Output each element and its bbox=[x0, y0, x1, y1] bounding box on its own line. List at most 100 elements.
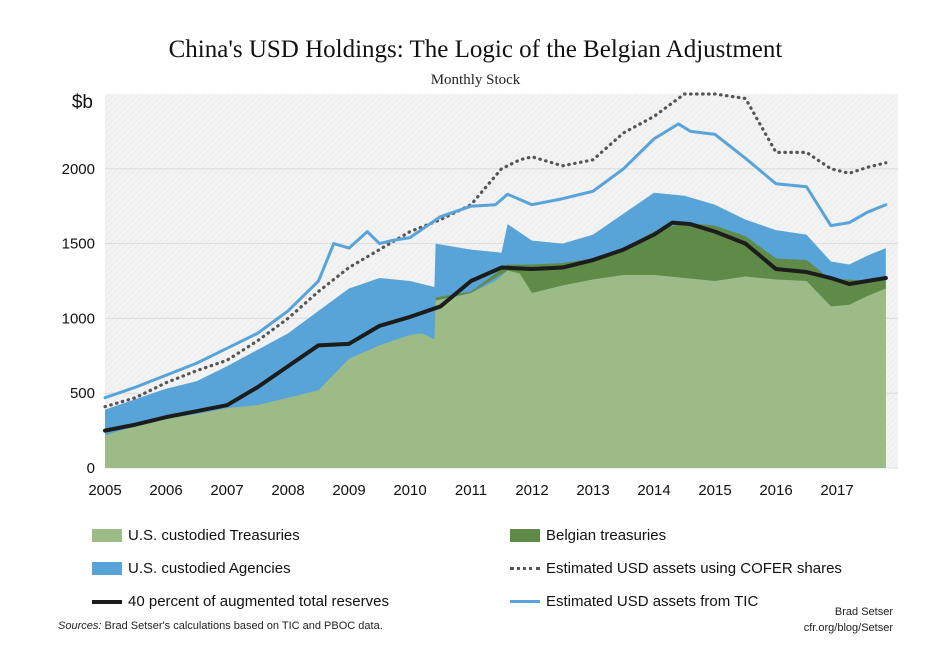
hatch-line bbox=[105, 94, 362, 351]
hatch-line bbox=[105, 94, 278, 267]
hatch-line bbox=[105, 94, 392, 381]
hatch-line bbox=[105, 94, 296, 285]
hatch-line bbox=[105, 94, 326, 315]
credit: Brad Setser cfr.org/blog/Setser bbox=[804, 604, 893, 636]
x-axis-ticks: 2005 2006 2007 2008 2009 2010 2011 2012 2013 2014… bbox=[88, 482, 853, 499]
legend-item-treasuries: U.S. custodied Treasuries bbox=[92, 527, 300, 544]
x-tick-label: 2014 bbox=[637, 482, 670, 499]
hatch-line bbox=[105, 94, 260, 249]
hatch-line bbox=[105, 94, 308, 297]
x-tick-label: 2011 bbox=[455, 482, 487, 499]
hatch-line bbox=[0, 94, 91, 468]
area-belgian bbox=[435, 222, 886, 307]
hatch-line bbox=[105, 94, 266, 255]
hatch-line bbox=[105, 94, 122, 111]
hatch-line bbox=[105, 94, 332, 321]
line-layer bbox=[103, 92, 888, 433]
x-tick-label: 2009 bbox=[332, 482, 365, 499]
hatch-line bbox=[826, 396, 898, 468]
hatch-line bbox=[105, 94, 338, 327]
x-tick-label: 2016 bbox=[759, 482, 792, 499]
hatch-line bbox=[105, 94, 374, 363]
legend-item-tic: Estimated USD assets from TIC bbox=[510, 593, 758, 610]
hatch-line bbox=[105, 94, 356, 345]
x-tick-label: 2012 bbox=[515, 482, 548, 499]
y-tick-label: 1500 bbox=[62, 236, 95, 253]
legend-label: Belgian treasuries bbox=[546, 527, 667, 544]
chart-subtitle: Monthly Stock bbox=[430, 72, 521, 88]
hatch-line bbox=[105, 94, 176, 165]
legend-label: U.S. custodied Treasuries bbox=[128, 527, 300, 544]
legend-item-cofer: Estimated USD assets using COFER shares bbox=[510, 560, 842, 577]
hatch-line bbox=[105, 94, 314, 303]
area-treasuries bbox=[105, 270, 886, 468]
y-tick-label: 500 bbox=[70, 385, 95, 402]
legend-swatch-agencies bbox=[92, 562, 122, 575]
x-tick-label: 2006 bbox=[149, 482, 182, 499]
hatch-line bbox=[105, 94, 224, 213]
legend-swatch-reserves bbox=[92, 599, 122, 604]
line-reserves bbox=[103, 220, 888, 433]
hatch-line bbox=[105, 94, 242, 231]
line-cofer bbox=[103, 92, 888, 409]
hatch-line bbox=[0, 94, 97, 468]
hatch-line bbox=[105, 94, 368, 357]
hatch-line bbox=[105, 94, 116, 105]
x-tick-label: 2007 bbox=[210, 482, 243, 499]
hatch-line bbox=[105, 94, 170, 159]
hatch-line bbox=[105, 94, 350, 339]
hatch-line bbox=[105, 94, 416, 405]
legend-item-agencies: U.S. custodied Agencies bbox=[92, 560, 291, 577]
hatch-line bbox=[105, 94, 230, 219]
line-tic bbox=[103, 122, 888, 400]
author: Brad Setser bbox=[834, 606, 893, 618]
hatch-line bbox=[0, 94, 103, 468]
hatch-line bbox=[0, 94, 85, 468]
source-text: Brad Setser's calculations based on TIC … bbox=[101, 620, 383, 632]
legend-item-reserves: 40 percent of augmented total reserves bbox=[92, 593, 389, 610]
legend-swatch-treasuries bbox=[92, 529, 122, 542]
hatch-line bbox=[105, 94, 188, 177]
hatch-line bbox=[105, 94, 404, 393]
hatch-line bbox=[105, 94, 218, 207]
hatch-line bbox=[105, 94, 320, 309]
hatch-line bbox=[105, 94, 284, 273]
hatch-line bbox=[105, 94, 110, 99]
legend-label: Estimated USD assets using COFER shares bbox=[546, 560, 842, 577]
hatch-line bbox=[832, 402, 898, 468]
chart-title: China's USD Holdings: The Logic of the B… bbox=[168, 36, 783, 63]
x-tick-label: 2017 bbox=[820, 482, 853, 499]
x-tick-label: 2015 bbox=[698, 482, 731, 499]
hatch-line bbox=[105, 94, 272, 261]
area-layer bbox=[105, 192, 886, 468]
hatch-line bbox=[105, 94, 428, 417]
x-tick-label: 2008 bbox=[271, 482, 304, 499]
hatch-line bbox=[105, 94, 212, 201]
site: cfr.org/blog/Setser bbox=[803, 622, 893, 634]
hatch-line bbox=[105, 94, 194, 183]
legend-item-belgian: Belgian treasuries bbox=[510, 527, 666, 544]
hatch-line bbox=[105, 94, 344, 333]
y-axis-label: $b bbox=[72, 92, 93, 113]
legend-label: Estimated USD assets from TIC bbox=[546, 593, 759, 610]
hatch-line bbox=[105, 94, 302, 291]
hatch-line bbox=[105, 94, 386, 375]
y-tick-label: 1000 bbox=[62, 310, 95, 327]
y-axis-ticks: 0 500 1000 1500 2000 bbox=[62, 161, 95, 477]
y-tick-label: 0 bbox=[87, 460, 95, 477]
hatch-line bbox=[105, 94, 398, 387]
legend-label: 40 percent of augmented total reserves bbox=[128, 593, 389, 610]
hatch-line bbox=[105, 94, 206, 195]
legend-swatch-belgian bbox=[510, 529, 540, 542]
hatch-line bbox=[105, 94, 200, 189]
hatch-line bbox=[105, 94, 290, 279]
legend-swatch-tic bbox=[510, 600, 540, 603]
x-tick-label: 2010 bbox=[393, 482, 426, 499]
source-note: Sources: Brad Setser's calculations base… bbox=[58, 620, 383, 632]
hatch-line bbox=[105, 94, 410, 399]
hatch-line bbox=[105, 94, 236, 225]
x-tick-label: 2013 bbox=[576, 482, 609, 499]
hatch-line bbox=[0, 94, 79, 468]
x-tick-label: 2005 bbox=[88, 482, 121, 499]
